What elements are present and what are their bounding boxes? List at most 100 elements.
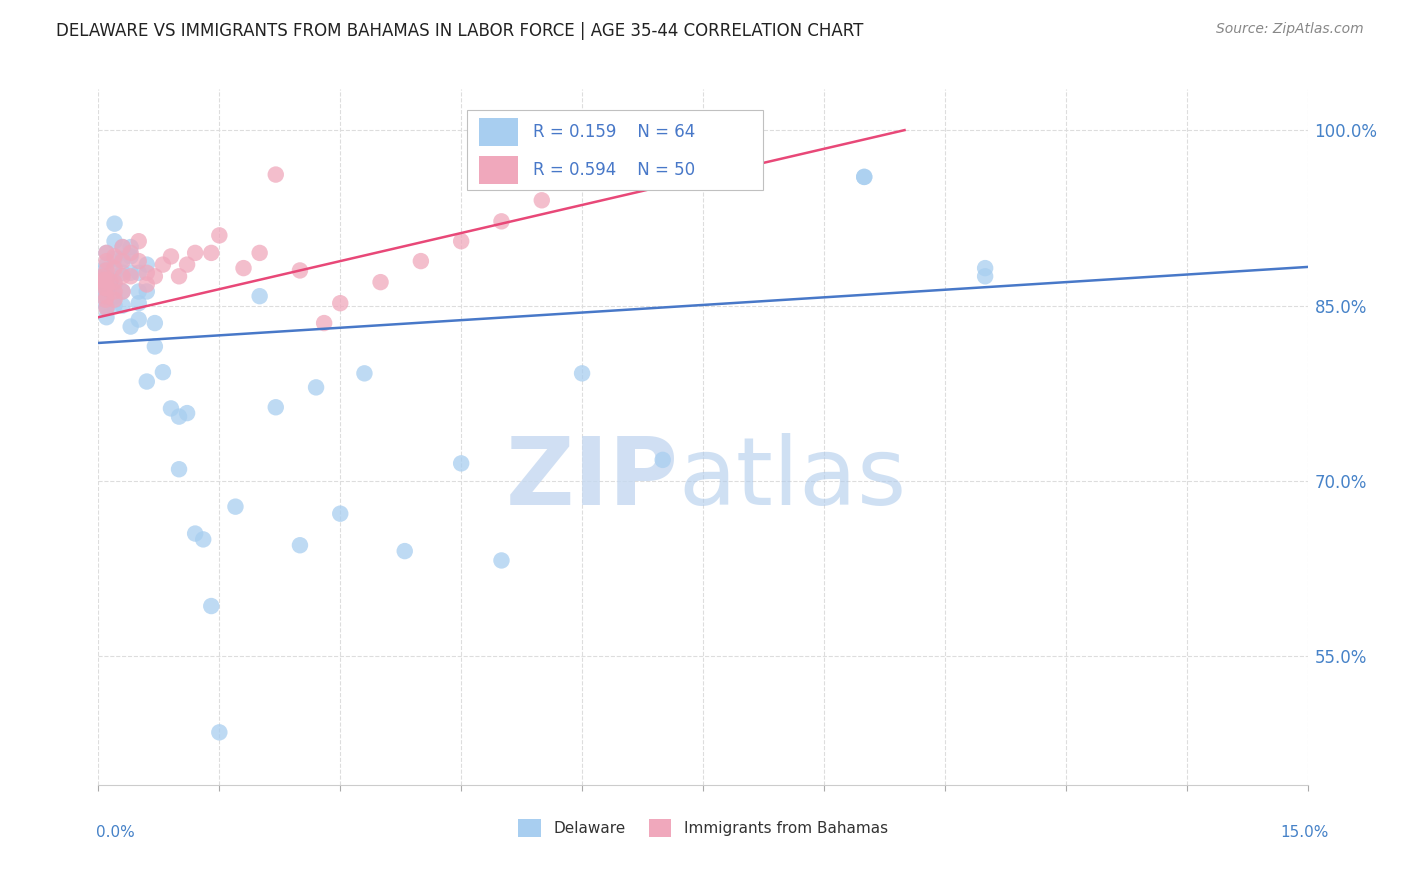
Point	[103, 234, 125, 248]
Point	[135, 285, 157, 299]
Point	[135, 266, 157, 280]
Point	[96, 301, 118, 315]
Point	[128, 254, 150, 268]
Point	[450, 234, 472, 248]
Point	[249, 289, 271, 303]
Point	[135, 375, 157, 389]
Point	[167, 409, 190, 424]
Point	[111, 240, 134, 254]
Point	[120, 319, 142, 334]
Point	[143, 269, 166, 284]
Point	[96, 299, 118, 313]
Point	[249, 246, 271, 260]
Point	[120, 269, 142, 284]
Point	[94, 293, 117, 307]
Point	[128, 266, 150, 280]
Point	[370, 275, 392, 289]
Point	[103, 261, 125, 276]
Point	[152, 258, 174, 272]
Point	[491, 214, 513, 228]
Text: R = 0.159    N = 64: R = 0.159 N = 64	[533, 123, 695, 141]
Point	[94, 286, 117, 301]
Point	[96, 273, 118, 287]
Text: 0.0%: 0.0%	[96, 825, 135, 840]
Point	[329, 296, 352, 310]
Point	[128, 312, 150, 326]
Point	[94, 263, 117, 277]
Point	[571, 172, 593, 186]
Point	[184, 526, 207, 541]
Point	[96, 285, 118, 299]
Point	[120, 240, 142, 254]
Point	[103, 275, 125, 289]
Point	[100, 275, 122, 289]
Point	[91, 273, 114, 287]
Point	[160, 249, 183, 263]
Point	[176, 258, 198, 272]
Text: Source: ZipAtlas.com: Source: ZipAtlas.com	[1216, 22, 1364, 37]
Point	[167, 269, 190, 284]
Point	[853, 169, 876, 184]
Point	[93, 269, 115, 284]
Point	[200, 599, 222, 613]
Point	[120, 246, 142, 260]
Point	[288, 263, 311, 277]
Point	[353, 367, 375, 381]
Point	[651, 453, 673, 467]
Point	[120, 249, 142, 263]
Point	[103, 252, 125, 266]
Point	[111, 285, 134, 299]
Point	[91, 275, 114, 289]
Point	[100, 275, 122, 289]
Point	[111, 266, 134, 280]
Point	[96, 263, 118, 277]
Point	[143, 316, 166, 330]
Text: R = 0.594    N = 50: R = 0.594 N = 50	[533, 161, 695, 178]
Point	[111, 240, 134, 254]
Bar	[479, 156, 517, 184]
Point	[394, 544, 416, 558]
Point	[94, 293, 117, 307]
Point	[491, 553, 513, 567]
Point	[128, 285, 150, 299]
Point	[94, 281, 117, 295]
Point	[288, 538, 311, 552]
Point	[111, 269, 134, 284]
Point	[103, 289, 125, 303]
Point	[103, 249, 125, 263]
Point	[128, 296, 150, 310]
Point	[160, 401, 183, 416]
Point	[103, 277, 125, 292]
Point	[120, 266, 142, 280]
Bar	[479, 119, 517, 146]
Point	[668, 158, 690, 172]
Point	[128, 234, 150, 248]
Legend: Delaware, Immigrants from Bahamas: Delaware, Immigrants from Bahamas	[512, 813, 894, 844]
Point	[264, 401, 287, 415]
Point	[224, 500, 246, 514]
Point	[96, 269, 118, 284]
Point	[96, 289, 118, 303]
Point	[111, 252, 134, 266]
Point	[200, 246, 222, 260]
Point	[96, 254, 118, 268]
Point	[193, 533, 215, 547]
Point	[314, 316, 336, 330]
Point	[232, 261, 254, 276]
Point	[450, 456, 472, 470]
Point	[103, 217, 125, 231]
Point	[329, 507, 352, 521]
Point	[571, 367, 593, 381]
Point	[974, 261, 997, 276]
Text: atlas: atlas	[679, 433, 907, 524]
Point	[208, 228, 231, 243]
Point	[103, 293, 125, 307]
Point	[91, 275, 114, 289]
FancyBboxPatch shape	[467, 110, 763, 190]
Point	[264, 168, 287, 182]
Point	[176, 406, 198, 420]
Point	[96, 246, 118, 260]
Point	[96, 281, 118, 295]
Point	[208, 725, 231, 739]
Point	[135, 277, 157, 292]
